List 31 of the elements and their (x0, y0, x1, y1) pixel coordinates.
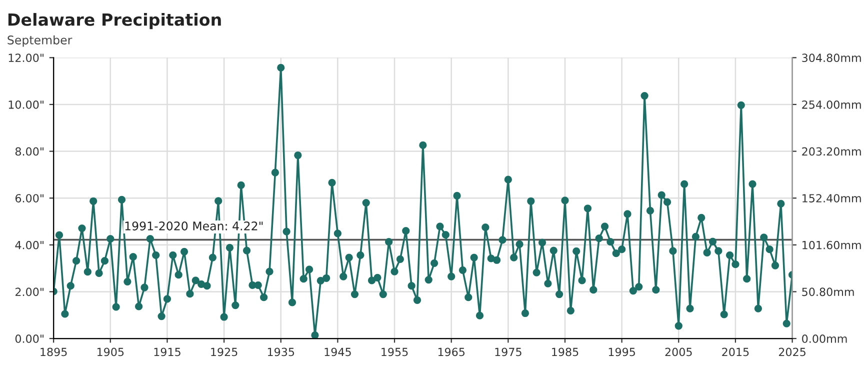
y-tick-label: 4.00" (15, 240, 44, 250)
chart-title: Delaware Precipitation (8, 13, 221, 30)
x-tick-label: 1935 (268, 348, 294, 356)
y2-tick-label: 101.60mm (802, 240, 861, 250)
x-tick-label: 1895 (40, 348, 67, 356)
y-tick-label: 8.00" (15, 147, 44, 156)
y-tick-label: 2.00" (16, 288, 44, 296)
x-tick-label: 1945 (324, 348, 351, 356)
x-tick-label: 1975 (495, 348, 522, 356)
x-tick-label: 1915 (154, 348, 180, 356)
y-tick-label: 10.00" (8, 100, 44, 109)
x-tick-label: 1995 (608, 348, 635, 356)
chart-subtitle: September (8, 35, 72, 47)
y-tick-label: 6.00" (15, 194, 44, 202)
y2-tick-label: 152.40mm (802, 194, 861, 202)
x-tick-label: 1905 (97, 348, 124, 356)
y2-tick-label: 254.00mm (802, 100, 861, 109)
y2-tick-label: 0.00mm (802, 334, 847, 343)
x-tick-label: 1955 (382, 348, 408, 356)
y-tick-label: 12.00" (8, 54, 44, 62)
ref-line-label: 1991-2020 Mean: 4.22" (125, 222, 263, 230)
y-tick-label: 0.00" (15, 334, 44, 343)
y2-tick-label: 203.20mm (802, 147, 861, 156)
y2-tick-label: 304.80mm (802, 54, 861, 62)
x-tick-label: 2005 (665, 348, 692, 356)
x-tick-label: 1925 (211, 348, 238, 356)
y2-tick-label: 50.80mm (802, 288, 854, 296)
x-tick-label: 1965 (438, 348, 465, 356)
x-tick-label: 2025 (778, 348, 806, 356)
x-tick-label: 2015 (722, 348, 749, 356)
x-tick-label: 1985 (552, 348, 578, 356)
